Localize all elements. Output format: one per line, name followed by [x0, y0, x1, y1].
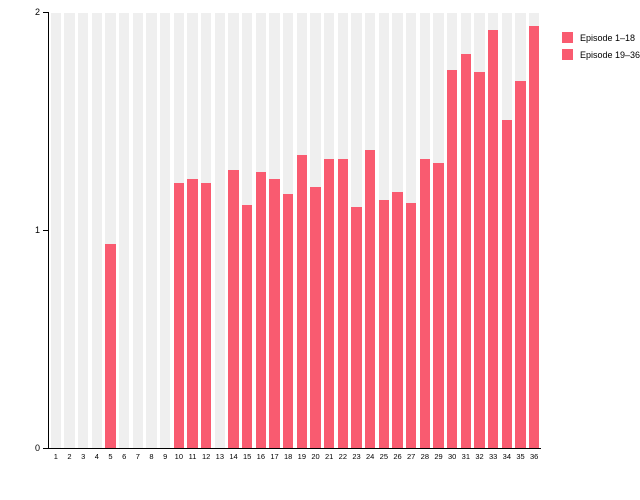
legend-item: Episode 1–18	[562, 32, 640, 43]
x-tick-label: 33	[488, 452, 498, 461]
bar-episode-31	[460, 54, 472, 449]
x-tick-label: 2	[67, 452, 72, 461]
x-tick-label: 34	[502, 452, 511, 461]
background-bar	[132, 13, 144, 449]
y-tick-label: 0	[34, 443, 40, 453]
bar-episode-18	[282, 193, 294, 449]
bar-episode-30	[446, 69, 458, 449]
x-tick-label: 12	[201, 452, 211, 461]
bar-episode-24	[364, 150, 376, 449]
background-bar	[77, 13, 89, 449]
x-tick-label: 19	[297, 452, 306, 461]
background-bar	[50, 13, 62, 449]
x-tick-label: 4	[94, 452, 99, 461]
bar-episode-19	[296, 154, 308, 449]
x-tick-label: 14	[229, 452, 238, 461]
x-tick-label: 31	[461, 452, 470, 461]
background-bar	[118, 13, 130, 449]
bar-episode-10	[173, 183, 185, 449]
bar-episode-35	[515, 80, 526, 449]
y-tick	[43, 448, 48, 449]
bar-episode-33	[487, 30, 499, 449]
background-bar	[91, 13, 103, 449]
x-tick-label: 10	[174, 452, 183, 461]
bar-episode-28	[419, 159, 431, 449]
x-axis-line	[44, 448, 541, 449]
x-tick-label: 1	[53, 452, 58, 461]
x-tick-label: 20	[311, 452, 320, 461]
x-tick-label: 13	[215, 452, 224, 461]
x-tick-label: 28	[420, 452, 429, 461]
bar-episode-34	[501, 119, 513, 449]
bar-episode-22	[337, 159, 349, 449]
bar-episode-36	[528, 26, 540, 449]
bar-episode-11	[187, 178, 198, 449]
legend-label: Episode 19–36	[580, 49, 640, 60]
legend: Episode 1–18 Episode 19–36	[562, 32, 640, 66]
x-tick-label: 16	[256, 452, 265, 461]
x-tick-label: 8	[149, 452, 154, 461]
background-bar	[214, 13, 226, 449]
x-tick-label: 17	[270, 452, 279, 461]
legend-swatch-icon	[562, 49, 573, 60]
x-tick-label: 3	[81, 452, 86, 461]
background-bar	[146, 13, 157, 449]
bar-episode-16	[255, 172, 267, 449]
bar-episode-25	[378, 200, 390, 449]
bar-episode-14	[228, 169, 239, 449]
legend-label: Episode 1–18	[580, 32, 636, 43]
x-tick-label: 26	[393, 452, 402, 461]
bar-episode-27	[405, 202, 417, 449]
x-tick-label: 36	[529, 452, 539, 461]
legend-item: Episode 19–36	[562, 49, 640, 60]
x-tick-label: 23	[352, 452, 361, 461]
bar-episode-12	[200, 183, 212, 449]
x-tick-label: 18	[283, 452, 293, 461]
y-axis-line	[48, 12, 49, 449]
bar-episode-32	[474, 71, 485, 449]
x-tick-label: 29	[434, 452, 443, 461]
bar-episode-15	[241, 204, 253, 449]
x-tick-label: 35	[516, 452, 525, 461]
bar-episode-23	[351, 207, 362, 449]
x-tick-label: 32	[475, 452, 484, 461]
y-tick-label: 2	[34, 7, 40, 17]
background-bar	[159, 13, 171, 449]
x-tick-label: 9	[163, 452, 168, 461]
plot-area	[49, 13, 541, 449]
x-tick-label: 15	[242, 452, 252, 461]
bar-episode-29	[433, 163, 444, 449]
x-tick-label: 5	[108, 452, 113, 461]
x-tick-label: 25	[379, 452, 388, 461]
y-tick-label: 1	[34, 225, 40, 235]
x-tick-label: 22	[338, 452, 347, 461]
bar-episode-20	[310, 187, 321, 449]
x-tick-label: 30	[447, 452, 457, 461]
background-bar	[64, 13, 75, 449]
bar-episode-5	[105, 244, 116, 449]
bar-episode-17	[269, 178, 280, 449]
bar-episode-26	[392, 191, 403, 449]
x-tick-label: 27	[406, 452, 416, 461]
x-tick-label: 11	[188, 452, 197, 461]
y-tick	[43, 12, 48, 13]
x-tick-label: 6	[122, 452, 127, 461]
legend-swatch-icon	[562, 32, 573, 43]
y-tick	[43, 230, 48, 231]
background-bar	[105, 13, 116, 449]
x-tick-label: 24	[365, 452, 375, 461]
x-tick-label: 21	[324, 452, 334, 461]
bar-episode-21	[323, 159, 335, 449]
x-tick-label: 7	[135, 452, 140, 461]
